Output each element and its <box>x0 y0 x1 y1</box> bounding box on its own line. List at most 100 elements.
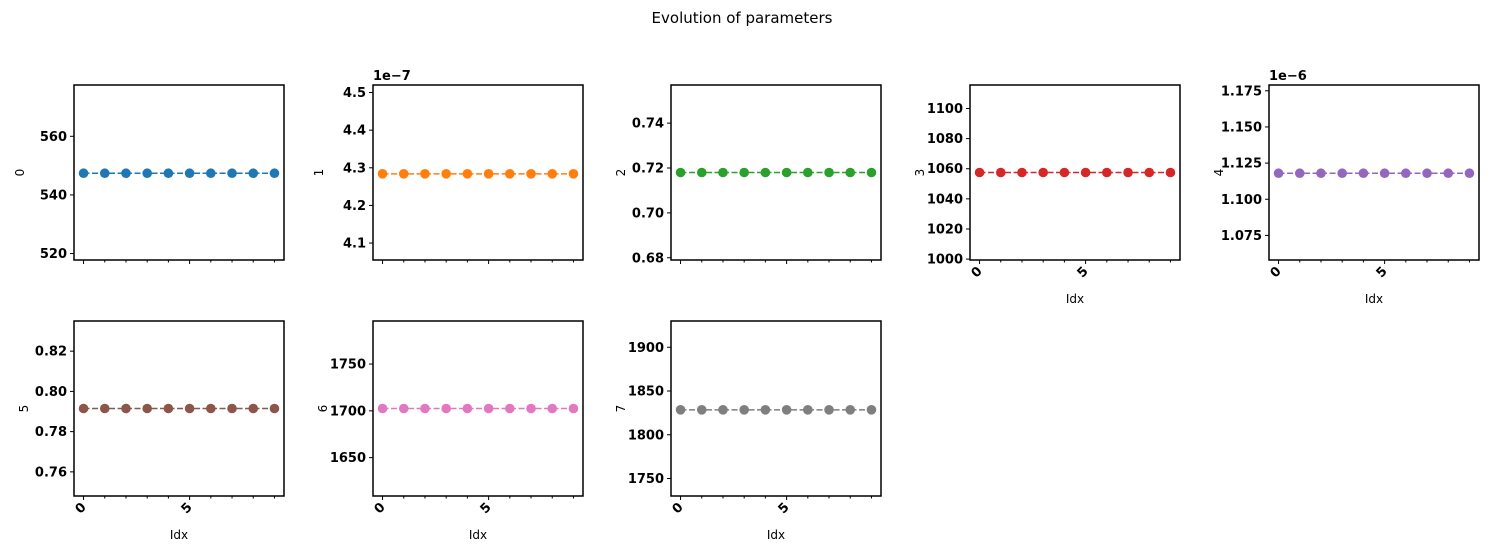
data-point <box>483 403 494 414</box>
x-tick-label: 5 <box>179 500 196 517</box>
data-point <box>1337 168 1347 179</box>
y-tick-label: 1900 <box>628 341 664 356</box>
data-point <box>420 169 430 179</box>
y-tick-label: 1000 <box>927 253 963 268</box>
y-tick-label: 4.4 <box>343 124 366 139</box>
x-axis-label: Idx <box>469 528 487 542</box>
data-point <box>1443 168 1454 179</box>
x-tick-label: 5 <box>478 500 495 517</box>
data-point <box>1038 167 1048 178</box>
data-point <box>568 403 579 414</box>
data-point <box>78 403 89 414</box>
data-point <box>995 167 1006 178</box>
data-point <box>398 169 409 179</box>
data-point <box>845 167 856 178</box>
y-tick-label: 1800 <box>628 428 664 443</box>
x-axis-label: Idx <box>767 528 785 542</box>
data-point <box>1102 167 1112 178</box>
axis-offset-text: 1e−6 <box>1269 69 1307 84</box>
y-tick-label: 1700 <box>330 404 366 419</box>
data-point <box>441 169 451 179</box>
data-point <box>675 405 686 415</box>
y-tick-label: 0.76 <box>35 465 67 480</box>
y-axis-label: 4 <box>1212 169 1226 177</box>
y-tick-label: 4.2 <box>343 199 366 214</box>
y-tick-label: 1100 <box>927 102 963 117</box>
axes-frame <box>372 320 584 497</box>
y-tick-label: 1080 <box>927 132 963 147</box>
axis-offset-text: 1e−7 <box>373 69 411 84</box>
y-axis-label: 6 <box>316 405 330 413</box>
data-point <box>1358 168 1369 179</box>
data-point <box>824 167 834 178</box>
data-point <box>718 167 728 178</box>
y-tick-label: 1020 <box>927 222 963 237</box>
data-point <box>269 403 280 414</box>
axes-frame <box>670 320 882 497</box>
x-tick-label: 5 <box>776 500 793 517</box>
data-point <box>696 167 707 178</box>
data-point <box>1294 168 1305 179</box>
y-tick-label: 4.3 <box>343 161 366 176</box>
axes-frame <box>670 84 882 261</box>
data-point <box>227 403 237 414</box>
y-tick-label: 1.175 <box>1221 84 1262 99</box>
data-point <box>377 403 388 414</box>
data-point <box>78 168 89 179</box>
y-axis-label: 2 <box>614 169 628 177</box>
data-point <box>803 167 813 178</box>
axes-frame <box>73 320 285 497</box>
y-tick-label: 1.150 <box>1221 120 1262 135</box>
y-tick-label: 1650 <box>330 451 366 466</box>
x-axis-label: Idx <box>1365 292 1383 306</box>
y-tick-label: 1.075 <box>1221 229 1262 244</box>
y-tick-label: 1850 <box>628 385 664 400</box>
data-point <box>547 403 558 414</box>
data-point <box>121 168 131 179</box>
y-tick-label: 1.125 <box>1221 157 1262 172</box>
y-tick-label: 0.72 <box>632 162 664 177</box>
data-point <box>866 405 877 415</box>
axes-frame <box>73 84 285 261</box>
data-point <box>227 168 237 179</box>
data-point <box>1017 167 1027 178</box>
data-point <box>248 403 259 414</box>
y-tick-label: 0.74 <box>632 117 664 132</box>
y-tick-label: 1060 <box>927 162 963 177</box>
data-point <box>675 167 686 178</box>
y-axis-label: 1 <box>312 169 326 177</box>
data-point <box>803 405 813 415</box>
y-tick-label: 0.70 <box>632 206 664 221</box>
subplot-grid: 52054056004.14.24.34.44.511e−70.680.700.… <box>13 69 1480 542</box>
subplot-2: 0.68 0.70 0.72 0.74 2 <box>614 84 882 266</box>
data-point <box>441 403 451 414</box>
subplot-7: 1750 1800 1850 1900 0 5 7 Idx <box>614 320 882 542</box>
data-point <box>866 167 877 178</box>
data-point <box>1123 167 1133 178</box>
x-axis-label: Idx <box>1066 292 1084 306</box>
x-tick-label: 5 <box>1075 264 1092 281</box>
data-point <box>398 403 409 414</box>
data-point <box>845 405 856 415</box>
data-point <box>377 169 388 179</box>
subplot-4: 1.075 1.100 1.125 1.150 1.175 0 5 4 1e−6 Idx <box>1212 69 1480 306</box>
data-point <box>142 403 152 414</box>
y-tick-label: 560 <box>40 130 67 145</box>
data-point <box>568 169 579 179</box>
x-tick-label: 0 <box>372 500 389 517</box>
y-tick-label: 4.5 <box>343 86 366 101</box>
subplot-3: 1000 1020 1040 1060 1080 1100 0 5 3 Idx <box>913 84 1181 306</box>
data-point <box>163 168 174 179</box>
data-point <box>1316 168 1326 179</box>
x-tick-label: 0 <box>670 500 687 517</box>
data-point <box>547 169 558 179</box>
data-point <box>505 169 515 179</box>
y-tick-label: 1040 <box>927 192 963 207</box>
data-point <box>142 168 152 179</box>
y-tick-label: 0.82 <box>35 345 67 360</box>
x-axis-label: Idx <box>170 528 188 542</box>
x-tick-label: 0 <box>1268 264 1285 281</box>
y-tick-label: 1.100 <box>1221 193 1262 208</box>
figure-title: Evolution of parameters <box>652 9 833 27</box>
